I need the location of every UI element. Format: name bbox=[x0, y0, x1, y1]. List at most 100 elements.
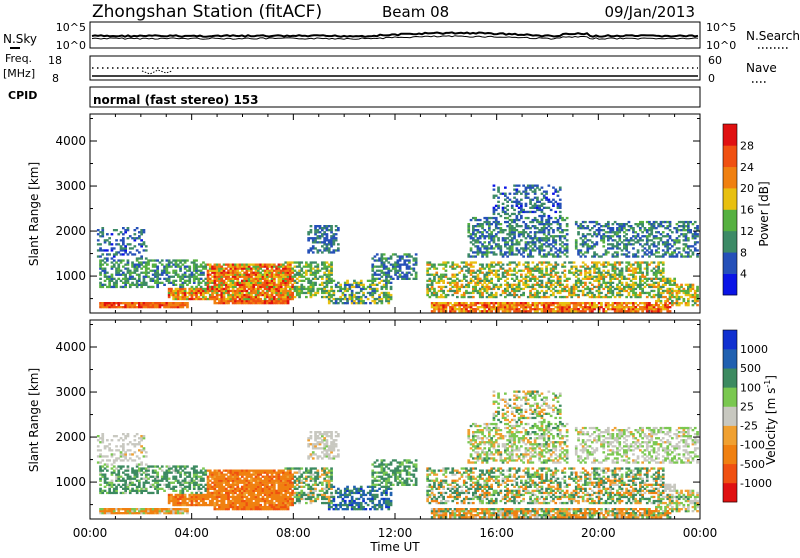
power-cell bbox=[660, 308, 663, 310]
power-cell bbox=[472, 266, 475, 268]
power-cell bbox=[641, 274, 644, 276]
power-cell bbox=[532, 255, 535, 257]
power-cell bbox=[296, 292, 299, 294]
power-cell bbox=[614, 302, 617, 304]
power-cell bbox=[625, 284, 628, 286]
power-cell bbox=[552, 239, 555, 241]
power-cell bbox=[696, 225, 699, 227]
power-cell bbox=[509, 286, 512, 288]
power-cell bbox=[108, 237, 111, 239]
power-cell bbox=[99, 274, 102, 276]
power-cell bbox=[467, 231, 470, 233]
power-cell bbox=[687, 237, 690, 239]
power-cell bbox=[211, 272, 214, 274]
power-cell bbox=[625, 282, 628, 284]
power-cell bbox=[692, 288, 695, 290]
power-cell bbox=[378, 266, 381, 268]
power-cell bbox=[255, 290, 258, 292]
velocity-cell bbox=[117, 476, 120, 478]
power-cell bbox=[479, 268, 482, 270]
power-cell bbox=[257, 302, 260, 304]
power-cell bbox=[525, 286, 528, 288]
power-cell bbox=[502, 264, 505, 266]
power-cell bbox=[191, 274, 194, 276]
power-cell bbox=[639, 286, 642, 288]
power-cell bbox=[584, 274, 587, 276]
power-cell bbox=[616, 231, 619, 233]
power-cell bbox=[410, 268, 413, 270]
power-cell bbox=[483, 310, 486, 312]
power-cell bbox=[632, 288, 635, 290]
power-cell bbox=[369, 292, 372, 294]
power-cell bbox=[143, 272, 146, 274]
power-cell bbox=[104, 306, 107, 308]
power-cell bbox=[520, 209, 523, 211]
power-cell bbox=[378, 298, 381, 300]
power-cell bbox=[268, 286, 271, 288]
power-cell bbox=[342, 302, 345, 304]
power-cell bbox=[605, 284, 608, 286]
power-cell bbox=[669, 243, 672, 245]
power-cell bbox=[140, 243, 143, 245]
power-cell bbox=[101, 249, 104, 251]
power-cell bbox=[516, 229, 519, 231]
power-cell bbox=[268, 266, 271, 268]
power-cell bbox=[577, 233, 580, 235]
power-cell bbox=[509, 306, 512, 308]
power-cell bbox=[644, 227, 647, 229]
power-cell bbox=[120, 249, 123, 251]
power-cell bbox=[124, 278, 127, 280]
power-cell bbox=[545, 286, 548, 288]
power-cell bbox=[239, 264, 242, 266]
power-cell bbox=[321, 284, 324, 286]
power-cell bbox=[200, 282, 203, 284]
power-cell bbox=[561, 217, 564, 219]
power-cell bbox=[612, 239, 615, 241]
power-cell bbox=[191, 296, 194, 298]
power-cell bbox=[328, 300, 331, 302]
power-cell bbox=[616, 247, 619, 249]
power-cell bbox=[522, 209, 525, 211]
power-cell bbox=[172, 264, 175, 266]
power-cell bbox=[259, 298, 262, 300]
power-cell bbox=[634, 296, 637, 298]
power-cell bbox=[310, 272, 313, 274]
power-cell bbox=[317, 264, 320, 266]
power-cell bbox=[669, 288, 672, 290]
power-cell bbox=[383, 280, 386, 282]
power-cell bbox=[678, 225, 681, 227]
power-cell bbox=[538, 261, 541, 263]
power-cell bbox=[527, 270, 530, 272]
power-cell bbox=[497, 239, 500, 241]
power-cell bbox=[227, 290, 230, 292]
power-cell bbox=[259, 278, 262, 280]
power-cell bbox=[602, 239, 605, 241]
power-cell bbox=[298, 272, 301, 274]
power-cell bbox=[506, 264, 509, 266]
power-cell bbox=[275, 288, 278, 290]
power-cell bbox=[202, 274, 205, 276]
power-cell bbox=[628, 294, 631, 296]
power-cell bbox=[596, 286, 599, 288]
power-cell bbox=[696, 288, 699, 290]
power-cell bbox=[271, 302, 274, 304]
power-cell bbox=[124, 304, 127, 306]
power-cell bbox=[650, 308, 653, 310]
power-cell bbox=[390, 294, 393, 296]
power-cell bbox=[660, 272, 663, 274]
power-cell bbox=[321, 282, 324, 284]
power-cell bbox=[278, 284, 281, 286]
power-cell bbox=[509, 231, 512, 233]
power-cell bbox=[433, 306, 436, 308]
velocity-cell bbox=[117, 439, 120, 441]
power-cell bbox=[516, 225, 519, 227]
power-cell bbox=[124, 249, 127, 251]
power-cell bbox=[349, 296, 352, 298]
power-cell bbox=[481, 223, 484, 225]
power-cell bbox=[687, 253, 690, 255]
power-cell bbox=[124, 247, 127, 249]
power-cell bbox=[593, 255, 596, 257]
power-cell bbox=[252, 268, 255, 270]
power-cell bbox=[662, 286, 665, 288]
